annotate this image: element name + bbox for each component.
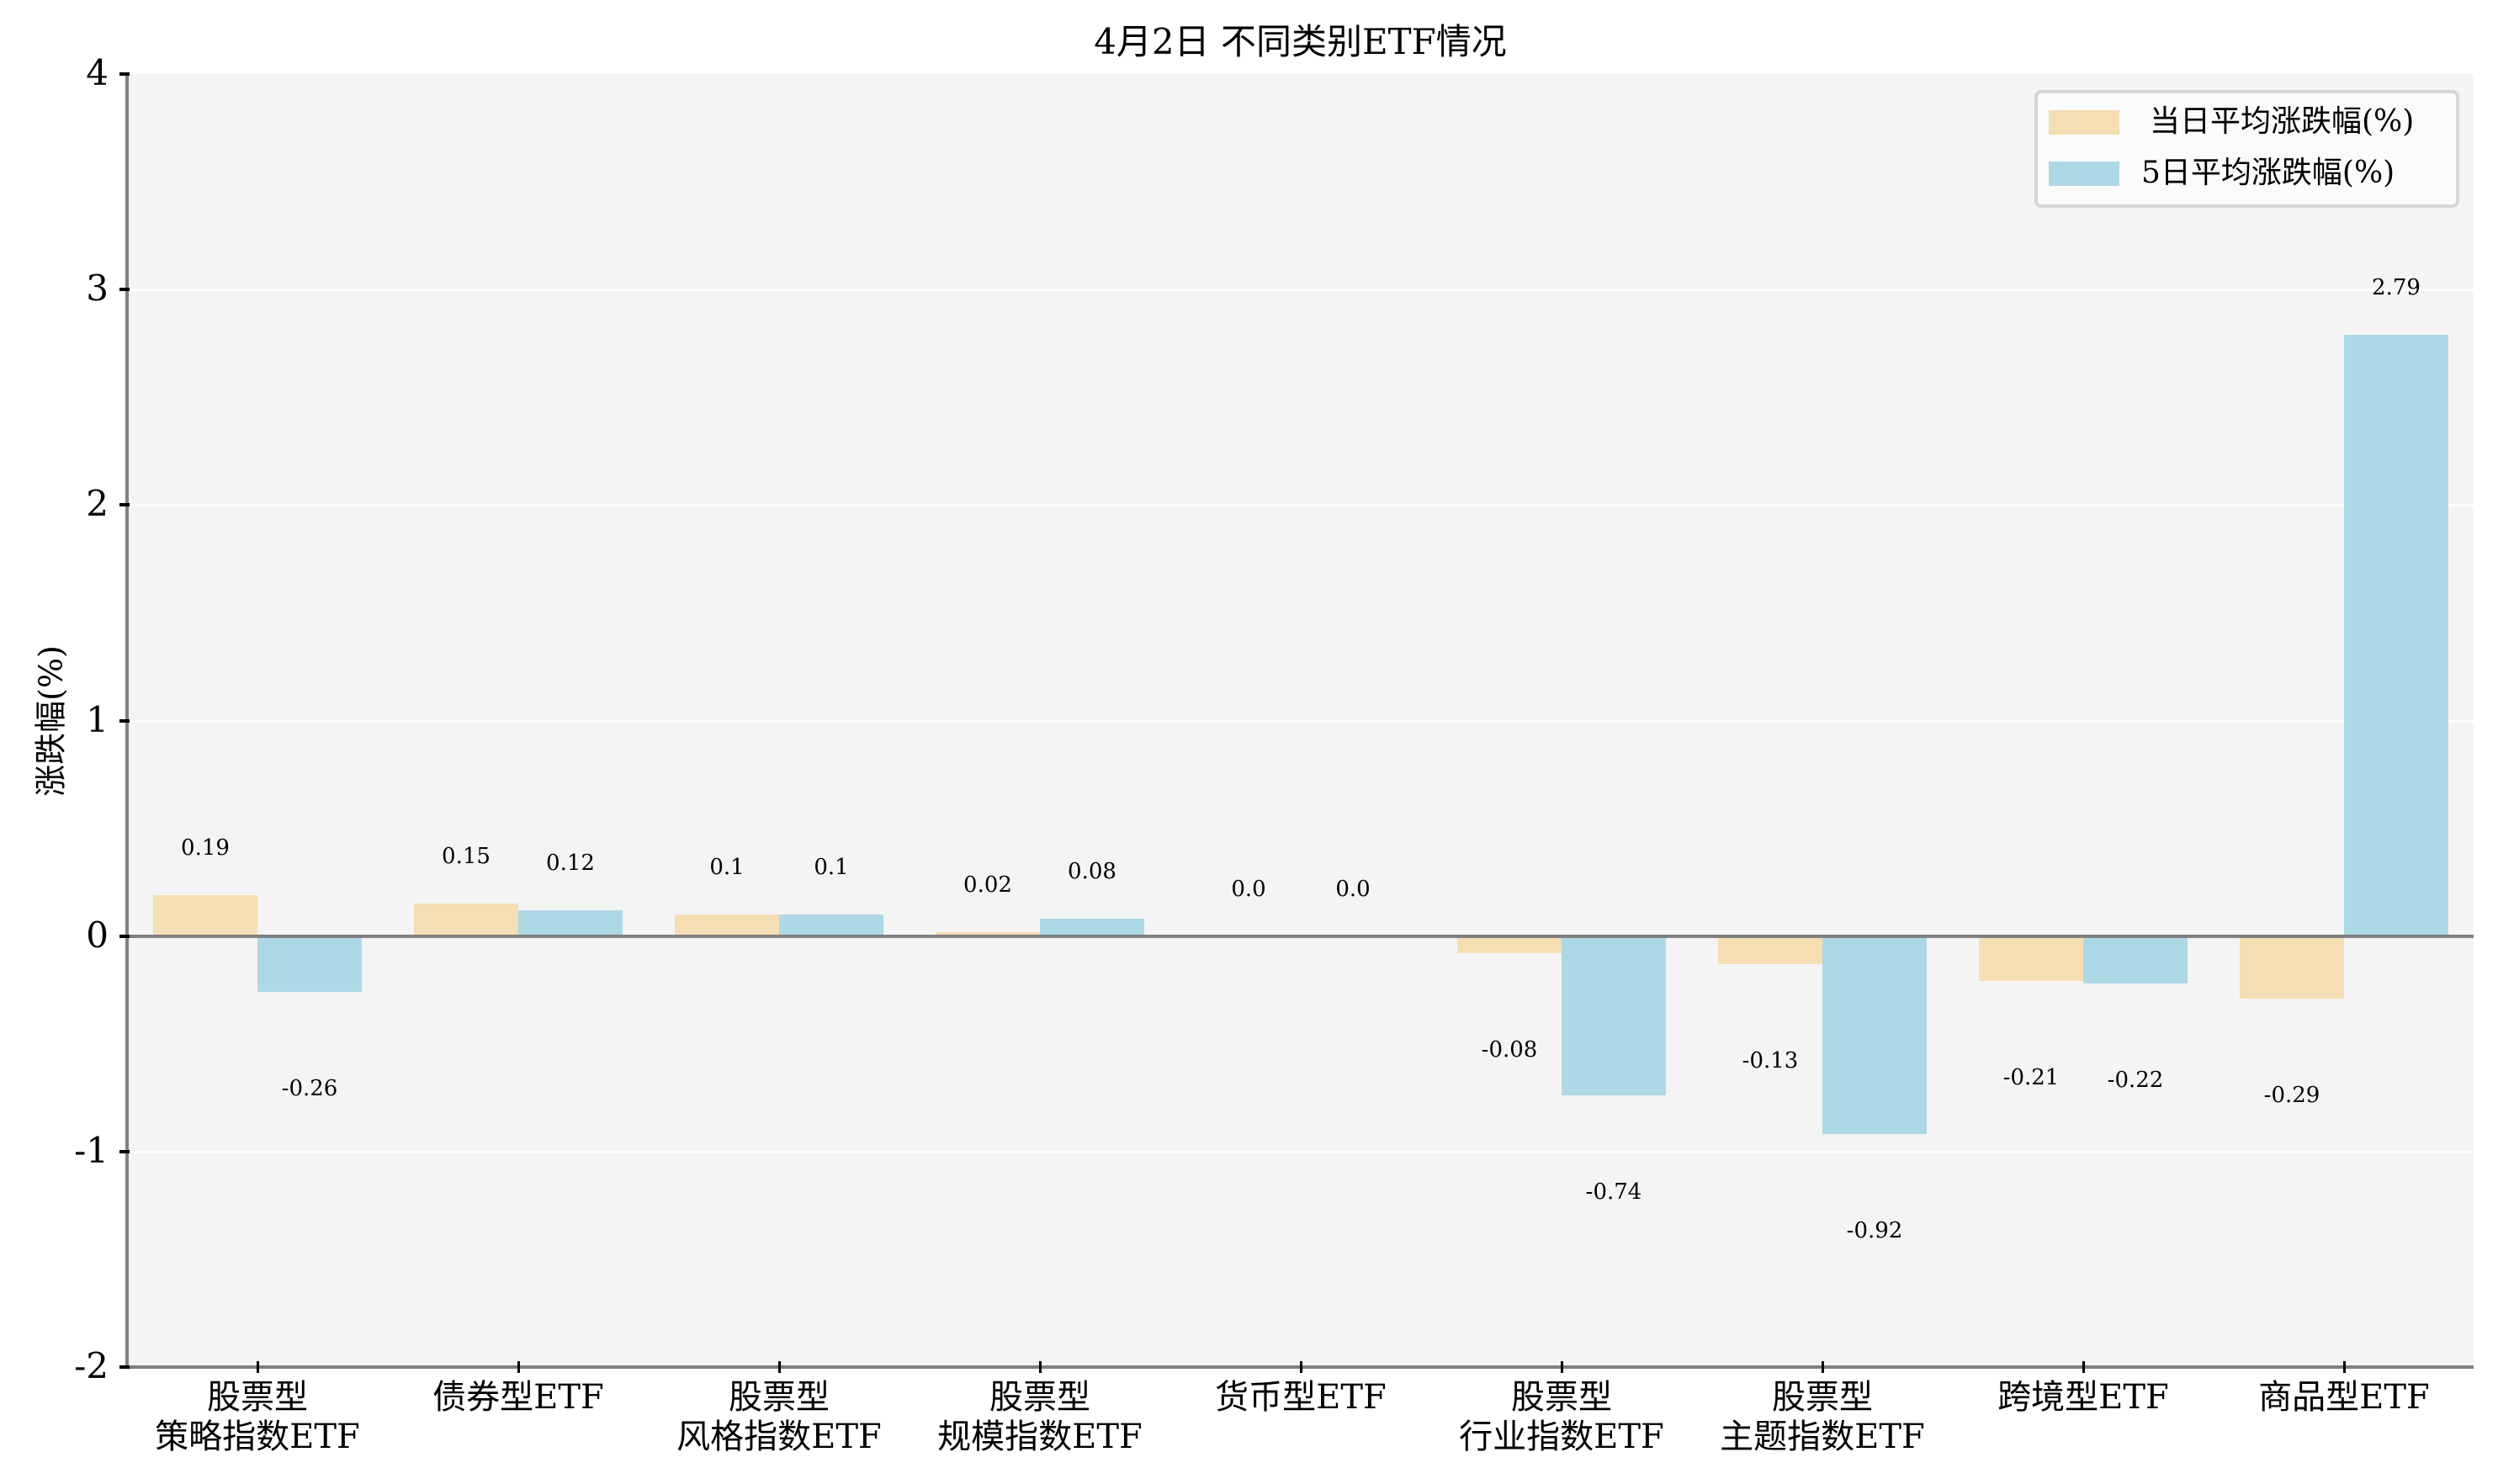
- y-tick-label: -2: [74, 1345, 109, 1386]
- x-label-line1: 股票型: [989, 1378, 1090, 1417]
- bar-five-day: [1822, 935, 1927, 1135]
- gridline: [127, 289, 2474, 292]
- bar-daily: [2240, 935, 2344, 999]
- legend-swatch-five-day: [2049, 162, 2119, 186]
- legend-label-five-day: 5日平均涨跌幅(%): [2141, 156, 2395, 190]
- x-label-line1: 债券型ETF: [432, 1378, 604, 1417]
- x-label-line2: 风格指数ETF: [676, 1418, 882, 1456]
- y-tick: [119, 1150, 130, 1153]
- x-label-line1: 股票型: [207, 1378, 308, 1417]
- value-label-daily: 0.19: [181, 835, 230, 861]
- value-label-five-day: 0.12: [546, 850, 595, 876]
- bar-daily: [1457, 935, 1562, 954]
- x-tick-label: 股票型 主题指数ETF: [1688, 1378, 1957, 1457]
- bar-daily: [1979, 935, 2083, 982]
- y-tick-label: 1: [86, 699, 109, 740]
- plot-area: 0.19 0.15 0.1 0.02 0.0 -0.08 -0.13 -0.21 -0.29 -0…: [127, 74, 2474, 1367]
- x-tick: [2343, 1361, 2346, 1373]
- y-tick-label: 4: [86, 52, 109, 93]
- value-label-five-day: -0.26: [281, 1076, 338, 1102]
- x-label-line2: 规模指数ETF: [937, 1418, 1143, 1456]
- bar-five-day: [1040, 919, 1144, 936]
- y-tick-label: 0: [86, 914, 109, 956]
- x-tick: [517, 1361, 520, 1373]
- x-label-line1: 股票型: [1511, 1378, 1612, 1417]
- x-tick-label: 股票型 规模指数ETF: [905, 1378, 1175, 1457]
- bar-daily: [414, 904, 518, 936]
- x-tick: [1822, 1361, 1824, 1373]
- value-label-daily: 0.15: [442, 844, 491, 870]
- y-tick: [119, 1365, 130, 1369]
- value-label-five-day: -0.92: [1846, 1218, 1903, 1244]
- x-tick-label: 商品型ETF: [2209, 1378, 2479, 1418]
- gridline: [127, 504, 2474, 507]
- bar-daily: [936, 931, 1040, 936]
- value-label-daily: -0.21: [2002, 1065, 2060, 1091]
- value-label-five-day: 0.08: [1068, 859, 1116, 885]
- value-label-daily: 0.0: [1231, 876, 1266, 902]
- x-tick: [1561, 1361, 1563, 1373]
- x-tick-label: 跨境型ETF: [1949, 1378, 2218, 1418]
- y-tick: [119, 72, 130, 76]
- value-label-five-day: 0.1: [814, 855, 849, 881]
- x-tick: [257, 1361, 259, 1373]
- chart-title: 4月2日 不同类别ETF情况: [1094, 21, 1507, 62]
- y-tick-label: 3: [86, 268, 109, 309]
- bar-five-day: [1562, 935, 1666, 1096]
- x-label-line2: 策略指数ETF: [155, 1418, 360, 1456]
- value-label-daily: -0.13: [1742, 1047, 1799, 1073]
- value-label-five-day: 0.0: [1335, 876, 1371, 902]
- value-label-daily: -0.29: [2263, 1082, 2320, 1108]
- x-label-line2: 主题指数ETF: [1720, 1418, 1925, 1456]
- x-label-line1: 跨境型ETF: [1997, 1378, 2169, 1417]
- x-tick: [778, 1361, 781, 1373]
- x-tick-label: 股票型 风格指数ETF: [644, 1378, 914, 1457]
- bar-daily: [675, 914, 779, 936]
- x-tick-label: 股票型 行业指数ETF: [1427, 1378, 1696, 1457]
- x-tick: [2082, 1361, 2085, 1373]
- x-axis-line: [125, 1365, 2474, 1369]
- gridline: [127, 1150, 2474, 1153]
- value-label-daily: 0.1: [709, 855, 745, 881]
- bar-five-day: [518, 909, 623, 936]
- value-label-daily: 0.02: [963, 872, 1012, 898]
- y-tick: [119, 719, 130, 723]
- zero-line: [127, 934, 2474, 938]
- value-label-five-day: -0.74: [1585, 1179, 1642, 1206]
- bar-five-day: [2083, 935, 2188, 983]
- bar-daily: [1718, 935, 1822, 964]
- legend-swatch-daily: [2049, 110, 2119, 135]
- x-tick: [1039, 1361, 1042, 1373]
- x-tick-label: 债券型ETF: [384, 1378, 653, 1418]
- y-tick: [119, 288, 130, 291]
- y-tick: [119, 503, 130, 506]
- y-tick-label: -1: [74, 1130, 109, 1171]
- x-label-line1: 商品型ETF: [2258, 1378, 2430, 1417]
- x-label-line1: 股票型: [729, 1378, 830, 1417]
- x-label-line1: 货币型ETF: [1215, 1378, 1387, 1417]
- y-tick-label: 2: [86, 483, 109, 524]
- x-label-line1: 股票型: [1772, 1378, 1873, 1417]
- legend-label-daily: 当日平均涨跌幅(%): [2150, 104, 2415, 139]
- x-label-line2: 行业指数ETF: [1459, 1418, 1664, 1456]
- bar-five-day: [2344, 334, 2448, 936]
- value-label-five-day: -0.22: [2107, 1068, 2164, 1094]
- y-tick: [119, 935, 130, 938]
- x-tick-label: 股票型 策略指数ETF: [123, 1378, 392, 1457]
- chart-legend: 当日平均涨跌幅(%) 5日平均涨跌幅(%): [2034, 90, 2459, 208]
- bar-five-day: [779, 914, 883, 936]
- value-label-five-day: 2.79: [2372, 274, 2421, 300]
- x-tick-label: 货币型ETF: [1166, 1378, 1435, 1418]
- bar-five-day: [257, 935, 362, 993]
- gridline: [127, 719, 2474, 723]
- x-tick: [1300, 1361, 1302, 1373]
- value-label-daily: -0.08: [1481, 1037, 1538, 1063]
- bar-daily: [153, 894, 257, 936]
